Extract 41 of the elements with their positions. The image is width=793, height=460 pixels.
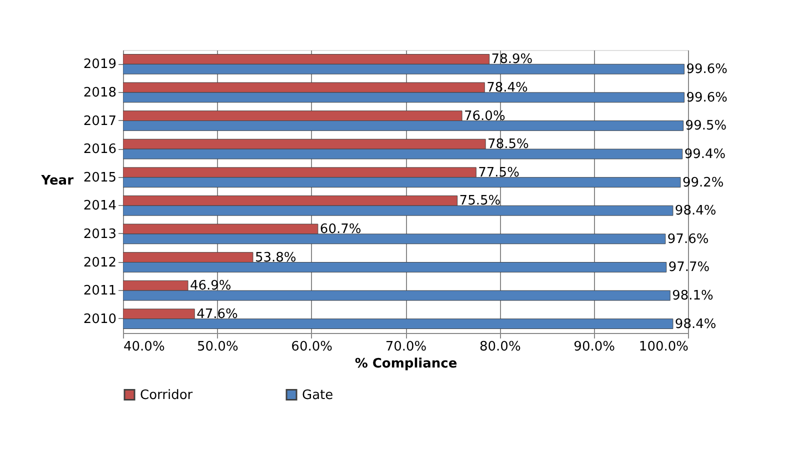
x-tick-label: 90.0% [574,340,615,354]
data-label: 60.7% [320,222,362,237]
x-tick-label: 60.0% [291,340,332,354]
x-tick-label: 70.0% [385,340,427,354]
data-label: 98.4% [674,204,716,219]
data-label: 75.5% [459,194,501,209]
x-tick-label: 80.0% [480,340,521,354]
legend-label: Corridor [140,388,194,403]
y-tick-label: 2015 [83,170,116,186]
data-label: 99.6% [686,62,728,78]
data-label: 97.7% [668,260,710,276]
data-label: 47.6% [196,306,238,322]
legend-label: Gate [302,388,334,403]
x-tick-label: 50.0% [197,340,238,354]
data-label: 99.4% [684,147,726,162]
x-axis-title: % Compliance [354,356,458,372]
y-tick-label: 2012 [83,255,116,270]
data-label: 77.5% [478,165,520,180]
data-label: 99.5% [685,118,727,134]
x-tick-label: 40.0% [124,340,165,354]
y-tick-label: 2011 [83,284,116,299]
data-label: 98.1% [672,288,714,304]
data-label: 78.4% [486,80,528,96]
data-label: 99.6% [686,90,728,106]
data-label: 46.9% [190,278,232,294]
data-label: 78.5% [488,137,529,152]
data-label: 78.9% [491,52,533,68]
y-tick-label: 2013 [83,226,116,242]
data-label: 76.0% [464,108,506,124]
y-axis-title: Year [40,174,74,188]
y-tick-label: 2016 [83,142,116,158]
y-tick-label: 2019 [83,57,116,72]
y-tick-label: 2018 [83,85,116,100]
x-tick-label: 100.0% [638,340,688,354]
data-label: 98.4% [674,316,716,332]
data-label: 97.6% [667,232,709,247]
y-tick-label: 2014 [83,198,116,214]
y-tick-label: 2010 [83,312,116,327]
y-tick-label: 2017 [83,114,116,129]
data-label: 53.8% [254,250,296,266]
data-label: 99.2% [682,175,724,190]
